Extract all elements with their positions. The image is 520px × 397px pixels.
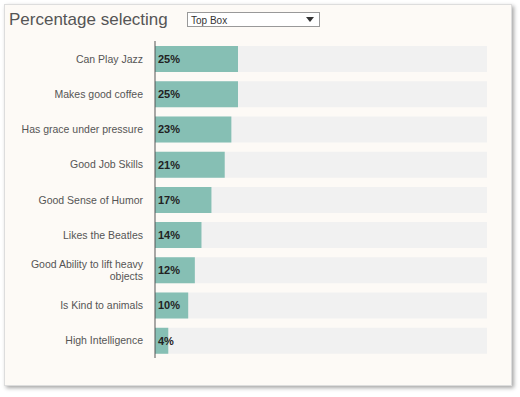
svg-text:23%: 23% [158, 123, 180, 135]
svg-text:21%: 21% [158, 159, 180, 171]
svg-text:Likes the Beatles: Likes the Beatles [63, 229, 143, 241]
svg-text:Makes good coffee: Makes good coffee [54, 88, 143, 100]
svg-text:Has grace under pressure: Has grace under pressure [22, 123, 144, 135]
svg-text:25%: 25% [158, 53, 180, 65]
svg-text:Good Ability to lift heavyobje: Good Ability to lift heavyobjects [31, 258, 144, 282]
svg-text:10%: 10% [158, 299, 180, 311]
svg-text:17%: 17% [158, 194, 180, 206]
svg-text:25%: 25% [158, 88, 180, 100]
html-text:Percentage selecting: Percentage selecting [9, 10, 168, 29]
html-text:Top Box: Top Box [191, 15, 228, 26]
svg-text:Can Play Jazz: Can Play Jazz [76, 53, 143, 65]
svg-text:12%: 12% [158, 264, 180, 276]
svg-text:Is Kind to animals: Is Kind to animals [60, 299, 143, 311]
svg-text:Good Job Skills: Good Job Skills [70, 158, 143, 170]
svg-text:4%: 4% [158, 335, 174, 347]
svg-text:14%: 14% [158, 229, 180, 241]
svg-text:Good Sense of Humor: Good Sense of Humor [39, 194, 144, 206]
svg-text:High Intelligence: High Intelligence [65, 334, 143, 346]
